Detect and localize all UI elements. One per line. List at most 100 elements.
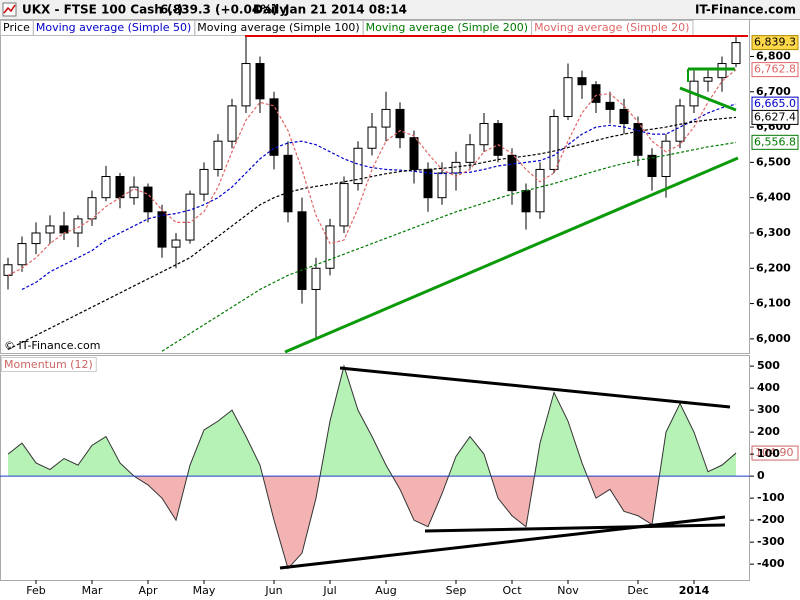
x-tick-label: Jul: [322, 584, 336, 597]
y-tick-label: 6,100: [756, 297, 791, 310]
legend: Price Moving average (Simple 50) Moving av…: [0, 20, 694, 36]
x-tick-label: May: [193, 584, 216, 597]
legend-entry: Moving average (Simple 200): [366, 21, 528, 34]
candle-body: [213, 140, 223, 170]
x-tick-label: 2014: [679, 584, 710, 597]
x-tick-label: Dec: [627, 584, 648, 597]
timestamp: Jan 21 2014 08:14: [284, 3, 407, 17]
value-label: 6,762.8: [754, 63, 796, 76]
axes: 6,0006,1006,2006,3006,4006,5006,6006,700…: [1, 35, 799, 597]
candle-body: [227, 105, 237, 142]
candle-body: [185, 193, 195, 241]
candle-body: [241, 63, 251, 107]
candle-body: [591, 84, 601, 103]
candle-body: [199, 168, 209, 195]
x-tick-label: Jun: [264, 584, 282, 597]
y-tick-label: 500: [757, 359, 780, 372]
candle-body: [703, 77, 713, 82]
value-box: [751, 445, 799, 461]
legend-entry: Price: [3, 21, 30, 34]
candle-body: [563, 77, 573, 117]
y-tick-label: 100: [757, 447, 780, 460]
candle-body: [115, 175, 125, 199]
momentum-panel: [0, 355, 750, 581]
candle-body: [73, 218, 83, 234]
x-tick-label: Aug: [375, 584, 396, 597]
candle-body: [675, 105, 685, 142]
candle-body: [171, 239, 181, 248]
y-tick-label: -200: [757, 513, 785, 526]
candle-body: [45, 225, 55, 234]
candle-body: [59, 225, 69, 234]
value-box: [751, 134, 799, 150]
candle-body: [339, 183, 349, 227]
candle-body: [521, 190, 531, 213]
candle-body: [507, 154, 517, 192]
candle-body: [129, 186, 139, 199]
y-tick-label: -100: [757, 491, 785, 504]
value-box: [751, 35, 799, 51]
price-plot: © IT-Finance.com: [3, 36, 741, 352]
candle-body: [353, 147, 363, 185]
candle-body: [297, 211, 307, 290]
legend-entry: Moving average (Simple 20): [534, 21, 689, 34]
x-tick-label: Apr: [138, 584, 158, 597]
candle-body: [255, 63, 265, 100]
moving-average: [21, 103, 737, 290]
symbol: UKX - FTSE 100 Cash (-): [22, 3, 183, 17]
candle-body: [661, 140, 671, 177]
candle-body: [577, 77, 587, 86]
legend-entry: Moving average (Simple 100): [197, 21, 359, 34]
value-label: 6,627.4: [754, 110, 796, 123]
candle-body: [143, 186, 153, 213]
price-panel: [0, 19, 750, 354]
moving-average: [7, 116, 737, 351]
candle-body: [409, 137, 419, 170]
momentum-plot: [0, 364, 750, 570]
value-label: 104.90: [755, 446, 794, 459]
x-tick-label: Sep: [446, 584, 467, 597]
candle-body: [493, 123, 503, 156]
y-tick-label: 6,700: [756, 85, 791, 98]
candle-body: [381, 108, 391, 128]
y-tick-label: -300: [757, 535, 785, 548]
candle-body: [465, 144, 475, 163]
quote: 6,839.3 (+0.04%): [160, 3, 278, 17]
candle-body: [17, 243, 27, 266]
moving-average: [7, 69, 737, 276]
candle-body: [717, 63, 727, 79]
value-box: [751, 109, 799, 125]
candle-body: [311, 267, 321, 290]
trendlines: [245, 35, 748, 570]
candle-body: [633, 123, 643, 156]
candle-body: [647, 154, 657, 177]
value-label: 6,839.3: [754, 36, 796, 49]
candle-body: [395, 108, 405, 139]
y-tick-label: 6,300: [756, 226, 791, 239]
value-label: 6,665.0: [754, 97, 796, 110]
candle-body: [423, 168, 433, 199]
y-tick-label: 400: [757, 381, 780, 394]
candle-body: [31, 232, 41, 245]
y-tick-label: 6,800: [756, 49, 791, 62]
candle-body: [325, 225, 335, 269]
candle-body: [549, 115, 559, 170]
candle-body: [283, 154, 293, 213]
x-tick-label: Mar: [82, 584, 103, 597]
x-tick-label: Oct: [502, 584, 522, 597]
legend-entry: Moving average (Simple 50): [36, 21, 191, 34]
y-tick-label: 6,400: [756, 191, 791, 204]
momentum-line: [7, 364, 737, 570]
y-tick-label: 6,200: [756, 261, 791, 274]
candle-body: [535, 168, 545, 213]
y-tick-label: 300: [757, 403, 780, 416]
candle-body: [731, 42, 741, 65]
value-box: [751, 62, 799, 78]
watermark: © IT-Finance.com: [4, 339, 101, 352]
momentum-area-negative: [134, 476, 660, 569]
candle-body: [367, 126, 377, 149]
candle-body: [619, 108, 629, 125]
area-down: [134, 476, 660, 569]
